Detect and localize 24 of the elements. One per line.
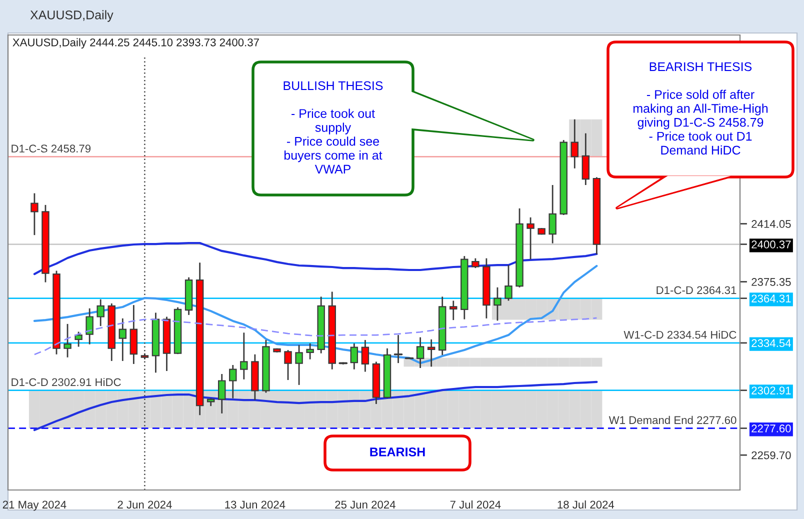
x-tick-label: 7 Jul 2024 bbox=[450, 500, 501, 509]
text: BEARISH THESIS - Price sold off after making an All-Time-High giving D1-C-S 2458.79 - Price took out D1 Demand HiDC bbox=[633, 62, 768, 155]
x-tick-label: 25 Jun 2024 bbox=[335, 500, 396, 509]
ref-line-label: D1-C-S 2458.79 bbox=[12, 144, 91, 153]
y-tick-label: 2364.31 bbox=[752, 294, 791, 302]
annotation: BEARISH bbox=[370, 448, 425, 456]
x-tick-label: 18 Jul 2024 bbox=[558, 500, 614, 509]
x-tick-label: 13 Jun 2024 bbox=[225, 500, 286, 509]
y-tick-label: 2302.91 bbox=[752, 386, 791, 394]
y-tick-label: 2375.35 bbox=[752, 278, 791, 286]
ref-line-label: W1 Demand End 2277.60 bbox=[608, 416, 736, 424]
y-tick-label: 2334.54 bbox=[752, 339, 791, 348]
ref-line-label: D1-C-D 2302.91 HiDC bbox=[12, 378, 121, 386]
y-tick-label: 2277.60 bbox=[752, 424, 791, 432]
y-tick-label: 2259.70 bbox=[752, 451, 791, 460]
x-tick-label: 21 May 2024 bbox=[2, 500, 66, 511]
x-tick-label: 2 Jun 2024 bbox=[118, 500, 172, 509]
y-tick-label: 2400.37 bbox=[752, 240, 791, 248]
chart-subtitle: XAUUSD,Daily 2444.25 2445.10 2393.73 2400.37 bbox=[12, 38, 259, 49]
ref-line-label: W1-C-D 2334.54 HiDC bbox=[624, 330, 736, 339]
y-tick-label: 2414.05 bbox=[752, 220, 791, 228]
ref-line-label: D1-C-D 2364.31 bbox=[656, 286, 736, 294]
text: BULLISH THESIS - Price took out supply - Price could see buyers come in at VWAP bbox=[284, 81, 383, 174]
chart-title: XAUUSD,Daily bbox=[30, 10, 114, 22]
